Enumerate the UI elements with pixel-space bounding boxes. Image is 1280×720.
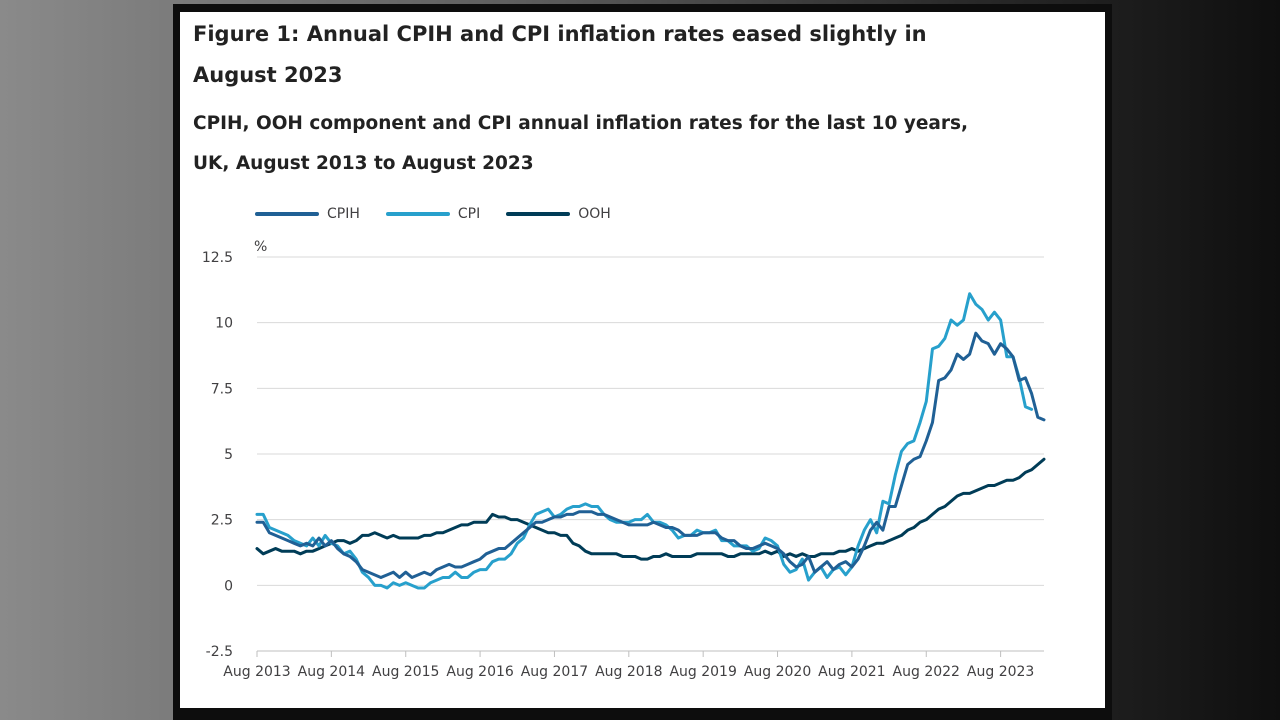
legend-swatch-cpih — [255, 212, 319, 216]
series-line-cpi[interactable] — [255, 292, 1034, 590]
chart-card: Figure 1: Annual CPIH and CPI inflation … — [180, 12, 1105, 708]
y-tick-label: 10 — [215, 316, 233, 332]
x-tick-label: Aug 2016 — [446, 664, 514, 680]
legend-label-ooh: OOH — [578, 206, 611, 222]
x-tick-label: Aug 2018 — [595, 664, 662, 680]
figure-subtitle: CPIH, OOH component and CPI annual infla… — [193, 113, 969, 174]
y-axis-unit-label: % — [254, 239, 267, 255]
x-tick-label: Aug 2021 — [818, 664, 885, 680]
legend-label-cpih: CPIH — [327, 206, 360, 222]
y-tick-label: 5 — [224, 447, 233, 463]
legend-item-cpi[interactable]: CPI — [385, 206, 481, 222]
series-layer — [255, 292, 1046, 590]
series-line-ooh[interactable] — [255, 457, 1046, 561]
chart-legend: CPIH CPI OOH — [255, 203, 637, 225]
legend-swatch-cpi — [385, 212, 450, 216]
figure-title: Figure 1: Annual CPIH and CPI inflation … — [193, 22, 927, 87]
y-tick-label: 0 — [224, 578, 233, 594]
series-line-cpih[interactable] — [255, 331, 1046, 579]
y-tick-label: 7.5 — [211, 381, 233, 397]
legend-label-cpi: CPI — [457, 206, 481, 222]
x-tick-label: Aug 2015 — [372, 664, 439, 680]
y-tick-label: -2.5 — [206, 644, 233, 660]
legend-item-cpih[interactable]: CPIH — [255, 206, 360, 222]
x-tick-label: Aug 2013 — [223, 664, 290, 680]
grid-layer — [257, 256, 1044, 652]
x-tick-label: Aug 2023 — [967, 664, 1034, 680]
x-axis: Aug 2013 Aug 2014 Aug 2015 Aug 2016 Aug 2017… — [223, 650, 1044, 680]
x-tick-label: Aug 2020 — [744, 664, 811, 680]
x-tick-label: Aug 2017 — [521, 664, 588, 680]
y-tick-label: 2.5 — [211, 513, 233, 529]
y-tick-label: 12.5 — [202, 250, 233, 266]
legend-item-ooh[interactable]: OOH — [506, 206, 611, 222]
x-tick-label: Aug 2022 — [893, 664, 960, 680]
legend-swatch-ooh — [506, 212, 571, 216]
y-axis: % -2.5 0 2.5 5 7.5 10 12.5 — [202, 239, 267, 660]
x-tick-label: Aug 2019 — [669, 664, 736, 680]
x-tick-label: Aug 2014 — [298, 664, 366, 680]
